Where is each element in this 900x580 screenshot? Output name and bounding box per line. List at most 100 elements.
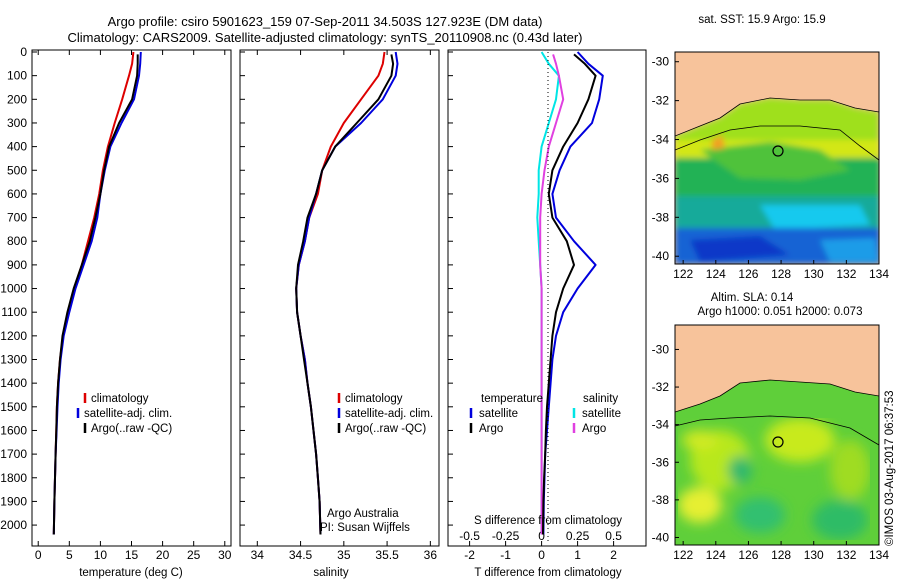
difference-top-label: S difference from climatology: [474, 515, 622, 527]
x-tick-label: 20: [156, 548, 170, 562]
figure-title-line1: Argo profile: csiro 5901623_159 07-Sep-2…: [108, 14, 543, 29]
depth-tick-label: 1600: [0, 423, 27, 437]
series-line-satellite-adj-clim-: [52, 51, 142, 535]
lat-tick-label: -38: [652, 493, 670, 507]
depth-tick-label: 1900: [0, 494, 27, 508]
depth-axis: 0 100 200 300 400 500 600 700 800 900 1000 1100 1200…: [0, 45, 453, 532]
depth-tick-label: 1300: [0, 353, 27, 367]
s-tick-label: 0: [538, 529, 545, 543]
s-tick-label: 0.25: [566, 529, 590, 543]
s-tick-label: -0.5: [459, 529, 480, 543]
x-tick-label: 15: [125, 548, 139, 562]
x-tick-label: 25: [187, 548, 201, 562]
salinity-panel-frame: [239, 49, 440, 547]
temperature-xlabel: temperature (deg C): [79, 567, 183, 579]
sla-map: [675, 325, 879, 545]
depth-tick-label: 1000: [0, 282, 27, 296]
difference-xlabel: T difference from climatology: [474, 567, 621, 579]
legend-label: Argo: [479, 423, 503, 435]
lat-tick-label: -40: [652, 249, 670, 263]
legend-label: satellite-adj. clim.: [84, 408, 172, 420]
legend-label: Argo: [582, 423, 606, 435]
difference-panel-frame: [447, 49, 647, 547]
lon-tick-label: 126: [738, 267, 758, 281]
x-tick-label: 0: [538, 548, 545, 562]
lat-tick-label: -32: [652, 380, 670, 394]
depth-tick-label: 200: [7, 92, 27, 106]
legend-label: Argo(..raw -QC): [91, 423, 172, 435]
legend-label: Argo(..raw -QC): [345, 423, 426, 435]
x-tick-label: 1: [574, 548, 581, 562]
x-tick-label: 36: [424, 548, 438, 562]
x-tick-label: 2: [610, 548, 617, 562]
depth-tick-label: 300: [7, 116, 27, 130]
depth-tick-label: 2000: [0, 518, 27, 532]
x-tick-label: 35: [337, 548, 351, 562]
lon-tick-label: 134: [869, 548, 889, 562]
figure-title-line2: Climatology: CARS2009. Satellite-adjuste…: [68, 30, 583, 45]
sst-map-title: sat. SST: 15.9 Argo: 15.9: [698, 14, 825, 26]
sla-map-axes: 122 124 126 128 130 132 134 -30 -32 -34 -36 -38 -40: [652, 342, 890, 562]
salinity-x-axis: 34 34.5 35 35.5 36: [251, 50, 438, 562]
x-tick-label: 0: [35, 548, 42, 562]
temperature-series: [52, 51, 142, 535]
depth-tick-label: 1400: [0, 376, 27, 390]
lon-tick-label: 122: [673, 548, 693, 562]
series-line-climatology: [295, 51, 386, 535]
depth-tick-label: 400: [7, 140, 27, 154]
sla-map-title-1: Altim. SLA: 0.14: [711, 292, 794, 304]
lat-tick-label: -30: [652, 55, 670, 69]
series-line-argo: [542, 53, 597, 535]
lat-tick-label: -36: [652, 455, 670, 469]
legend-label: climatology: [91, 393, 149, 405]
legend-label: satellite-adj. clim.: [345, 408, 433, 420]
lon-tick-label: 134: [869, 267, 889, 281]
x-tick-label: 34: [251, 548, 265, 562]
x-tick-label: 30: [218, 548, 232, 562]
temperature-panel-frame: [31, 49, 232, 547]
s-tick-label: -0.25: [492, 529, 520, 543]
lon-tick-label: 124: [706, 548, 726, 562]
s-tick-label: 0.5: [605, 529, 622, 543]
temperature-legend: climatology satellite-adj. clim. Argo(..…: [76, 393, 172, 435]
sla-map-title-2: Argo h1000: 0.051 h2000: 0.073: [698, 306, 863, 318]
depth-tick-label: 600: [7, 187, 27, 201]
lon-tick-label: 132: [836, 267, 856, 281]
depth-tick-label: 100: [7, 69, 27, 83]
x-tick-label: 34.5: [289, 548, 313, 562]
sla-map-frame: [674, 324, 880, 546]
x-tick-label: 10: [94, 548, 108, 562]
legend-salinity-title: salinity: [583, 393, 618, 405]
legend-temperature-title: temperature: [481, 393, 543, 405]
lon-tick-label: 130: [804, 548, 824, 562]
credit-pi: PI: Susan Wijffels: [320, 522, 410, 534]
x-tick-label: -2: [464, 548, 475, 562]
lat-tick-label: -36: [652, 171, 670, 185]
float-position-marker: [772, 436, 784, 448]
lat-tick-label: -32: [652, 94, 670, 108]
x-tick-label: 35.5: [375, 548, 399, 562]
lon-tick-label: 128: [771, 267, 791, 281]
difference-series: [536, 51, 604, 535]
depth-tick-label: 0: [20, 45, 27, 59]
x-tick-label: 5: [66, 548, 73, 562]
depth-tick-label: 700: [7, 211, 27, 225]
series-line-argo-raw-qc-: [295, 54, 395, 535]
salinity-xlabel: salinity: [313, 567, 348, 579]
x-tick-label: -1: [500, 548, 511, 562]
depth-tick-label: 900: [7, 258, 27, 272]
lon-tick-label: 122: [673, 267, 693, 281]
float-position-marker: [772, 145, 784, 157]
depth-tick-label: 1700: [0, 447, 27, 461]
temperature-x-axis: 0 5 10 15 20 25 30: [35, 50, 232, 562]
depth-tick-label: 1100: [1, 305, 27, 319]
lat-tick-label: -34: [652, 418, 670, 432]
depth-tick-label: 800: [7, 234, 27, 248]
depth-tick-label: 1500: [0, 400, 27, 414]
difference-x-axis: -2 -1 0 1 2 -0.5 -0.25 0 0.25 0.5: [459, 529, 622, 562]
lat-tick-label: -34: [652, 133, 670, 147]
lat-tick-label: -38: [652, 210, 670, 224]
sst-map-frame: [674, 51, 880, 265]
lon-tick-label: 132: [836, 548, 856, 562]
